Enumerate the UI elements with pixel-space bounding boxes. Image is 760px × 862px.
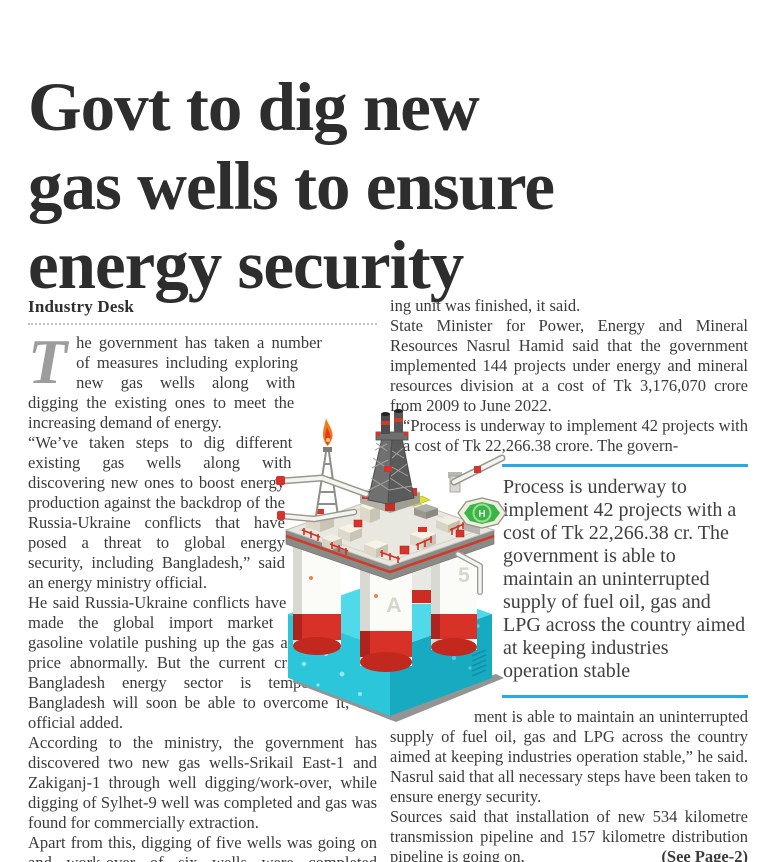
article-paragraph: Sources said that installation of new 53… (390, 807, 748, 862)
article-paragraph: he government has taken a number of meas… (28, 333, 322, 432)
headline-line-3: energy security (28, 227, 464, 304)
pull-quote: Process is underway to implement 42 proj… (502, 464, 748, 698)
article-paragraph: ing unit was finished, it said. (390, 296, 581, 315)
article-paragraph: He said Russia-Ukraine conflicts have ma… (28, 593, 377, 732)
drop-cap: T (28, 326, 68, 397)
byline-divider (28, 323, 377, 325)
article-paragraph: “Process is underway to implement 42 pro… (403, 416, 748, 455)
see-page-note: (See Page-2) (661, 847, 748, 862)
right-column: ing unit was finished, it said. State Mi… (390, 296, 748, 862)
headline-line-2: gas wells to ensure (28, 148, 555, 225)
article-paragraph: Apart from this, digging of five wells w… (28, 833, 377, 862)
article-paragraph: ment is able to maintain an uninterrupte… (390, 707, 748, 806)
left-column: T he government has taken a number of me… (28, 326, 377, 862)
article-paragraph: According to the ministry, the governmen… (28, 733, 377, 832)
headline: Govt to dig new gas wells to ensure ener… (28, 68, 754, 305)
headline-line-1: Govt to dig new (28, 69, 480, 146)
article-paragraph: “We’ve taken steps to dig different exis… (28, 433, 293, 592)
byline: Industry Desk (28, 297, 135, 316)
article-paragraph: State Minister for Power, Energy and Min… (390, 316, 748, 415)
